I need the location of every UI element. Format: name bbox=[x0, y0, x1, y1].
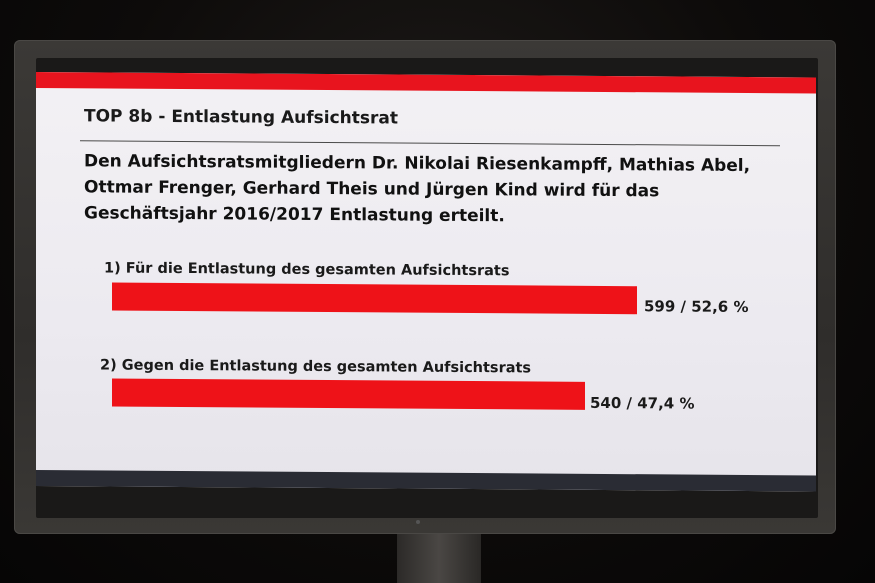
resolution-text: Den Aufsichtsratsmitgliedern Dr. Nikolai… bbox=[84, 151, 751, 227]
monitor-stand bbox=[397, 528, 481, 583]
option-1-bar bbox=[112, 282, 637, 315]
option-2-label: 2) Gegen die Entlastung des gesamten Auf… bbox=[100, 357, 532, 377]
title-divider bbox=[80, 140, 780, 147]
power-indicator-icon bbox=[416, 520, 420, 524]
voting-result-screen: TOP 8b - Entlastung Aufsichtsrat Den Auf… bbox=[36, 72, 816, 492]
agenda-item-title: TOP 8b - Entlastung Aufsichtsrat bbox=[84, 106, 399, 129]
option-2-bar bbox=[112, 378, 586, 410]
option-2-value: 540 / 47,4 % bbox=[590, 393, 695, 413]
option-1-value: 599 / 52,6 % bbox=[644, 297, 749, 316]
option-1-label: 1) Für die Entlastung des gesamten Aufsi… bbox=[104, 260, 510, 280]
option-1-bar-track bbox=[112, 282, 712, 315]
